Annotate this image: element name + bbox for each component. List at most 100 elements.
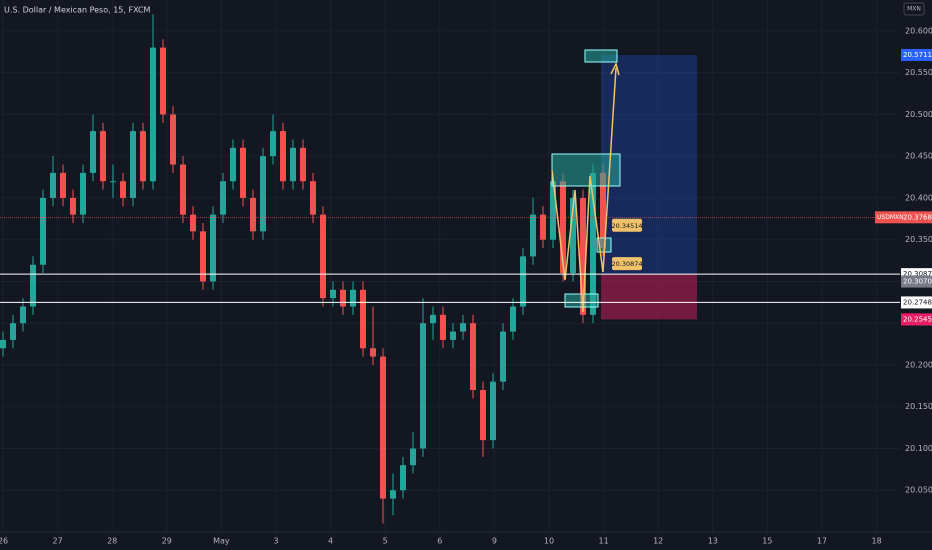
x-tick-label: 10 [544, 537, 554, 546]
arrow [602, 67, 617, 273]
x-tick-label: 12 [653, 537, 663, 546]
y-tick-label: 20.35000 [905, 235, 932, 244]
candle-body [380, 356, 386, 499]
candle-body [450, 331, 456, 340]
candle-body [520, 256, 526, 307]
hline-label: 20.27488 [903, 298, 932, 306]
stop-label-bg [901, 313, 932, 326]
candle-body [400, 465, 406, 491]
candle-body [10, 323, 16, 340]
candle-body [220, 181, 226, 215]
chart-title: U.S. Dollar / Mexican Peso, 15, FXCM [4, 6, 151, 15]
x-tick-label: 11 [599, 537, 609, 546]
y-tick-label: 20.15000 [905, 402, 932, 411]
candle-body [510, 306, 516, 332]
candle-body [70, 197, 76, 215]
candle-body [440, 314, 446, 340]
x-tick-label: May [213, 537, 230, 546]
candle-body [430, 314, 436, 324]
candle-body [410, 448, 416, 466]
candle-body [570, 197, 576, 274]
candle-body [50, 172, 56, 198]
candle-body [370, 348, 376, 357]
candle-body [30, 264, 36, 307]
candle-body [420, 323, 426, 449]
candle-body [330, 289, 336, 299]
candle-body [590, 172, 596, 315]
candle-body [550, 181, 556, 240]
x-tick-label: 17 [817, 537, 827, 546]
currency-box [903, 2, 925, 16]
drawings [551, 49, 621, 313]
candle-body [560, 181, 566, 274]
candle-body [360, 289, 366, 349]
candle-body [290, 147, 296, 182]
stop-label: 20.25457 [903, 315, 932, 323]
symbol-label: USDMXN [877, 214, 904, 221]
candle-body [170, 114, 176, 165]
hline-label: 20.30874 [903, 270, 932, 278]
grid [0, 0, 900, 532]
candle-body [130, 131, 136, 198]
box [584, 49, 618, 63]
y-tick-label: 20.60000 [905, 26, 932, 35]
candle-body [600, 172, 606, 249]
currency: MXN [907, 6, 921, 13]
candle-body [210, 214, 216, 282]
target-label-bg [901, 48, 932, 61]
x-tick-label: 18 [872, 537, 882, 546]
candle-body [480, 390, 486, 441]
target-label: 20.57115 [903, 51, 932, 59]
x-tick-label: 27 [53, 537, 63, 546]
candle-body [120, 181, 126, 198]
marker-label: 20.30705 [903, 278, 932, 286]
candle-body [200, 231, 206, 282]
axis-bg [900, 0, 932, 532]
y-tick-label: 20.20000 [905, 360, 932, 369]
hline-label-bg [901, 296, 932, 309]
candle-body [40, 197, 46, 265]
candle-body [140, 131, 146, 182]
x-tick-label: 5 [383, 537, 388, 546]
y-tick-label: 20.40000 [905, 193, 932, 202]
candle-body [460, 323, 466, 332]
candle-body [190, 214, 196, 232]
callout-label: 20.34514 [611, 222, 642, 230]
x-tick-label: 13 [708, 537, 718, 546]
x-tick-label: 28 [107, 537, 117, 546]
x-tick-label: 29 [162, 537, 172, 546]
y-tick-label: 20.55000 [905, 68, 932, 77]
y-tick-label: 20.05000 [905, 486, 932, 495]
x-tick-label: 3 [273, 537, 278, 546]
arrow-head [610, 61, 620, 76]
candle-body [100, 131, 106, 182]
callout-box [612, 218, 642, 232]
candle-body [350, 289, 356, 307]
candle-body [300, 147, 306, 182]
candle-body [230, 147, 236, 182]
y-tick-label: 20.45000 [905, 152, 932, 161]
candle-body [310, 181, 316, 215]
candle-body [270, 131, 276, 157]
candle-body [540, 214, 546, 240]
x-tick-label: 9 [492, 537, 497, 546]
x-tick-label: 26 [0, 537, 8, 546]
candle-body [150, 47, 156, 182]
candle-body [280, 131, 286, 182]
candle-body [90, 131, 96, 173]
candle-body [490, 381, 496, 441]
candle-body [320, 214, 326, 299]
x-tick-label: 6 [437, 537, 442, 546]
candle-body [530, 214, 536, 257]
callout-box [612, 257, 642, 271]
candles [0, 14, 606, 524]
zigzag [551, 169, 604, 313]
candle-body [580, 197, 586, 315]
candle-body [180, 164, 186, 215]
y-tick-label: 20.50000 [905, 110, 932, 119]
candle-body [470, 323, 476, 391]
callout-label: 20.30874 [611, 260, 642, 268]
candle-body [390, 490, 396, 499]
